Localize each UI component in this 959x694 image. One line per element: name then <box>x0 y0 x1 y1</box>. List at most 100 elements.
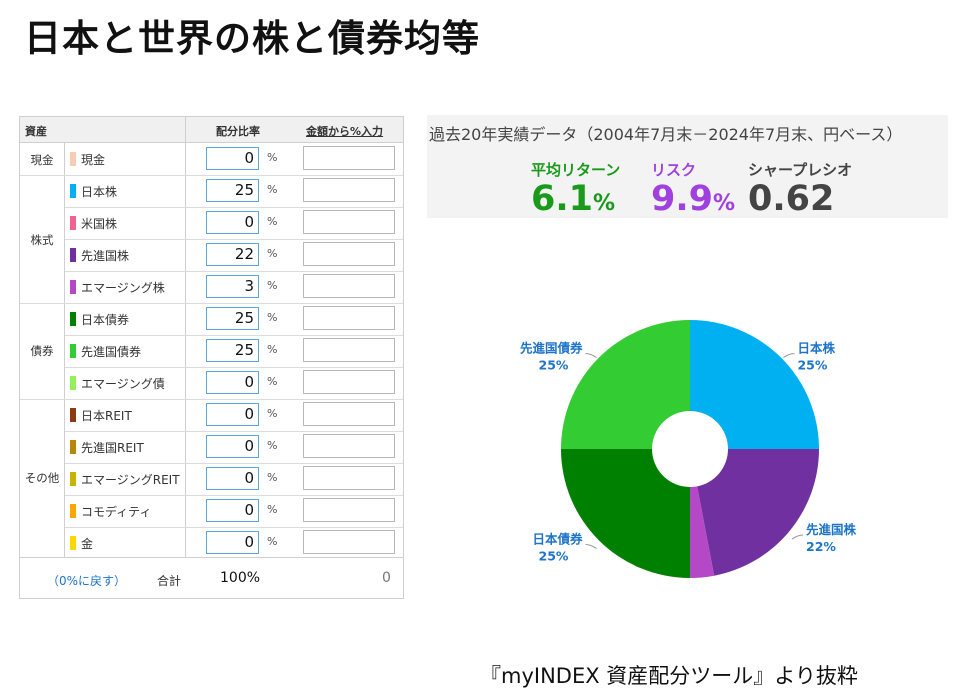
amount-input[interactable] <box>303 178 395 202</box>
asset-color-swatch <box>70 408 76 422</box>
table-row: エマージング債 0% <box>65 367 403 399</box>
pie-slice <box>690 486 715 578</box>
allocation-table: 資産 配分比率 金額から%入力 現金 株式 債券 その他 現金 0% 日本株 25% 米… <box>19 116 404 599</box>
asset-name: 日本REIT <box>81 409 132 423</box>
percent-unit: % <box>267 311 278 324</box>
percent-unit: % <box>267 375 278 388</box>
avg-return-value: 6.1% <box>531 179 616 219</box>
asset-color-swatch <box>70 376 76 390</box>
percent-unit: % <box>267 439 278 452</box>
percent-unit: % <box>267 215 278 228</box>
amount-input[interactable] <box>303 146 395 170</box>
category-cash: 現金 <box>30 153 54 167</box>
asset-color-swatch <box>70 248 76 262</box>
ratio-input[interactable]: 25 <box>206 179 259 202</box>
ratio-input[interactable]: 0 <box>206 211 259 234</box>
ratio-input[interactable]: 3 <box>206 275 259 298</box>
asset-color-swatch <box>70 504 76 518</box>
ratio-input[interactable]: 25 <box>206 339 259 362</box>
asset-color-swatch <box>70 440 76 454</box>
amount-input[interactable] <box>303 210 395 234</box>
performance-stats: 過去20年実績データ（2004年7月末－2024年7月末、円ベース） 平均リター… <box>427 115 948 219</box>
category-stocks: 株式 <box>30 233 54 247</box>
asset-color-swatch <box>70 536 76 550</box>
table-row: 先進国REIT 0% <box>65 431 403 463</box>
amount-input[interactable] <box>303 530 395 554</box>
ratio-input[interactable]: 0 <box>206 371 259 394</box>
pie-value-label: 22% <box>806 539 836 554</box>
table-header: 資産 配分比率 金額から%入力 <box>20 117 403 143</box>
percent-unit: % <box>267 151 278 164</box>
amount-input[interactable] <box>303 338 395 362</box>
category-other: その他 <box>24 471 60 485</box>
asset-name: エマージングREIT <box>81 473 180 487</box>
asset-name: 先進国債券 <box>81 345 142 359</box>
pie-leader-line <box>791 534 804 540</box>
pie-leader-line <box>585 543 597 549</box>
reset-link[interactable]: （0%に戻す） <box>47 574 127 588</box>
ratio-input[interactable]: 0 <box>206 435 259 458</box>
table-row: 先進国債券 25% <box>65 335 403 367</box>
asset-name: 日本債券 <box>81 313 130 327</box>
risk-value: 9.9% <box>651 179 736 219</box>
percent-unit: % <box>267 471 278 484</box>
pie-slice <box>697 449 819 576</box>
table-row: 現金 0% <box>65 143 403 175</box>
sharpe-value: 0.62 <box>748 179 835 219</box>
ratio-input[interactable]: 25 <box>206 307 259 330</box>
pie-leader-line <box>585 353 597 358</box>
risk-label: リスク <box>651 161 697 179</box>
amount-input[interactable] <box>303 466 395 490</box>
table-row: コモディティ 0% <box>65 495 403 527</box>
asset-color-swatch <box>70 280 76 294</box>
amount-input[interactable] <box>303 306 395 330</box>
amount-input[interactable] <box>303 274 395 298</box>
table-row: 金 0% <box>65 527 403 559</box>
amount-input[interactable] <box>303 434 395 458</box>
asset-color-swatch <box>70 472 76 486</box>
ratio-input[interactable]: 22 <box>206 243 259 266</box>
category-bonds: 債券 <box>30 344 54 358</box>
amount-input[interactable] <box>303 370 395 394</box>
pie-label: 先進国債券 <box>520 341 583 356</box>
table-row: 日本株 25% <box>65 175 403 207</box>
asset-color-swatch <box>70 312 76 326</box>
header-asset: 資産 <box>25 125 47 138</box>
asset-color-swatch <box>70 344 76 358</box>
pie-label: 日本株 <box>797 341 835 356</box>
total-percent: 100% <box>220 570 261 586</box>
pie-label: 日本債券 <box>533 531 584 546</box>
pie-value-label: 25% <box>797 358 827 373</box>
pie-slice <box>561 449 690 578</box>
total-label: 合計 <box>157 574 182 588</box>
header-ratio: 配分比率 <box>216 125 260 138</box>
asset-name: エマージング株 <box>81 281 165 295</box>
header-amount-input[interactable]: 金額から%入力 <box>306 125 384 138</box>
table-row: 先進国株 22% <box>65 239 403 271</box>
sharpe-label: シャープレシオ <box>748 161 853 179</box>
page-title: 日本と世界の株と債券均等 <box>24 17 480 60</box>
pie-value-label: 25% <box>539 358 569 373</box>
ratio-input[interactable]: 0 <box>206 499 259 522</box>
percent-unit: % <box>267 183 278 196</box>
percent-unit: % <box>267 535 278 548</box>
asset-name: コモディティ <box>81 505 152 519</box>
table-row: エマージングREIT 0% <box>65 463 403 495</box>
ratio-input[interactable]: 0 <box>206 403 259 426</box>
amount-input[interactable] <box>303 242 395 266</box>
asset-name: 日本株 <box>81 185 118 199</box>
asset-color-swatch <box>70 152 76 166</box>
amount-input[interactable] <box>303 402 395 426</box>
pie-slice <box>561 320 690 449</box>
table-row: 米国株 0% <box>65 207 403 239</box>
table-row: エマージング株 3% <box>65 271 403 303</box>
amount-input[interactable] <box>303 498 395 522</box>
ratio-input[interactable]: 0 <box>206 531 259 554</box>
asset-name: 先進国株 <box>81 249 130 263</box>
ratio-input[interactable]: 0 <box>206 467 259 490</box>
asset-name: 先進国REIT <box>81 441 144 455</box>
pie-slice <box>690 320 819 449</box>
ratio-input[interactable]: 0 <box>206 147 259 170</box>
percent-unit: % <box>267 407 278 420</box>
percent-unit: % <box>267 279 278 292</box>
